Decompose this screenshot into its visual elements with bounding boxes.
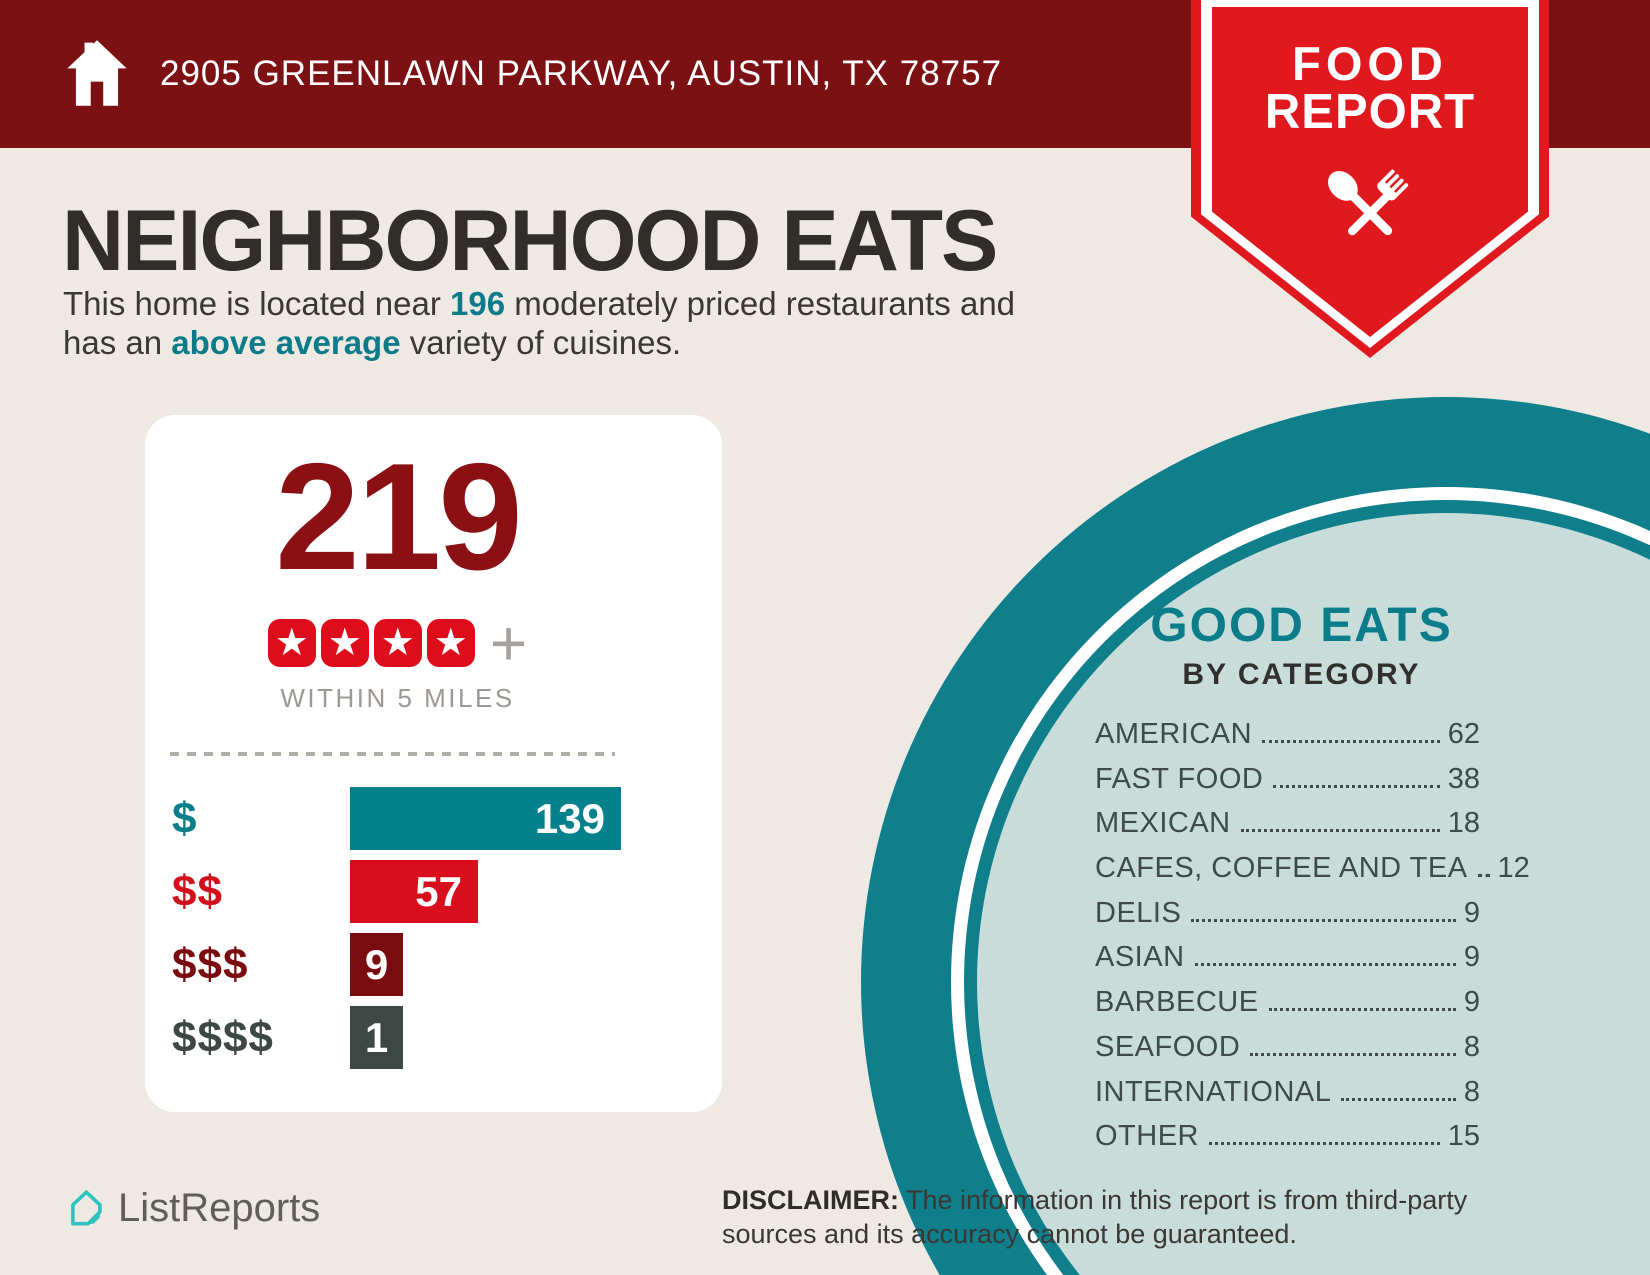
price-bar-value: 1 — [364, 1013, 389, 1061]
plus-icon: + — [489, 607, 528, 679]
dotted-leader — [1273, 784, 1440, 788]
category-value: 8 — [1463, 1030, 1480, 1063]
good-eats-title: GOOD EATS — [1150, 599, 1453, 652]
dotted-leader — [1268, 1008, 1456, 1012]
price-bar: 57 — [350, 860, 478, 923]
disclaimer-label: DISCLAIMER: — [722, 1185, 899, 1215]
category-label: SEAFOOD — [1095, 1030, 1241, 1063]
page-title: NEIGHBORHOOD EATS — [62, 193, 998, 289]
intro-highlight: above average — [171, 324, 401, 361]
category-row: FAST FOOD 38 — [1095, 763, 1480, 808]
price-bar-row: $139 — [145, 787, 650, 850]
category-value: 9 — [1463, 986, 1480, 1019]
ribbon-title-line1: FOOD — [1292, 37, 1448, 90]
price-level-label: $ — [172, 793, 198, 843]
category-value: 9 — [1463, 941, 1480, 974]
spoon-fork-icon — [1328, 170, 1409, 236]
price-level-chart: $139 $$ 57 $$$ 9 $$$$ 1 — [145, 787, 650, 1069]
dotted-leader — [1209, 1142, 1440, 1146]
category-label: FAST FOOD — [1095, 762, 1264, 795]
good-eats-panel: GOOD EATS BY CATEGORY AMERICAN 62 FAST FOO… — [1095, 598, 1530, 1165]
dashed-divider — [170, 752, 615, 756]
disclaimer-text: The information in this report is from t… — [722, 1185, 1468, 1249]
listreports-wordmark: ListReports — [118, 1186, 321, 1230]
category-list: AMERICAN 62 FAST FOOD 38 MEXICAN 18 CAFES, COF… — [1095, 718, 1530, 1165]
category-value: 15 — [1447, 1120, 1480, 1153]
price-bar-row: $$$ 9 — [145, 933, 650, 996]
category-row: INTERNATIONAL 8 — [1095, 1076, 1480, 1121]
category-label: MEXICAN — [1095, 807, 1231, 840]
price-bar-value: 139 — [534, 794, 605, 842]
good-eats-circle — [861, 397, 1650, 1275]
dotted-leader — [1477, 874, 1490, 878]
category-label: INTERNATIONAL — [1095, 1075, 1332, 1108]
intro-text: This home is located near 196 moderately… — [63, 284, 1015, 362]
restaurant-summary-card: 219 ★ ★ ★ ★ + WITHIN 5 MILES $139 $$ 57 $$$ 9 $$$… — [145, 415, 722, 1112]
dotted-leader — [1194, 963, 1456, 967]
food-report-badge: FOOD REPORT — [1191, 0, 1549, 358]
category-row: CAFES, COFFEE AND TEA 12 — [1095, 852, 1530, 897]
property-address: 2905 GREENLAWN PARKWAY, AUSTIN, TX 78757 — [160, 54, 1003, 93]
category-row: OTHER 15 — [1095, 1120, 1480, 1165]
radius-label: WITHIN 5 MILES — [280, 683, 515, 713]
star-icon: ★ — [426, 619, 475, 667]
star-rating: ★ ★ ★ ★ + — [145, 607, 650, 679]
intro-segment: variety of cuisines. — [400, 324, 682, 361]
star-icon: ★ — [373, 619, 422, 667]
category-value: 18 — [1447, 807, 1480, 840]
category-value: 9 — [1463, 896, 1480, 929]
price-bar: 139 — [350, 787, 621, 850]
dotted-leader — [1250, 1052, 1456, 1056]
price-bar-row: $$$$ 1 — [145, 1006, 650, 1069]
category-label: AMERICAN — [1095, 718, 1253, 750]
category-label: OTHER — [1095, 1120, 1199, 1153]
intro-highlight: 196 — [450, 285, 506, 322]
price-bar-row: $$ 57 — [145, 860, 650, 923]
category-value: 38 — [1447, 762, 1480, 795]
disclaimer: DISCLAIMER: The information in this repo… — [722, 1183, 1512, 1251]
category-value: 12 — [1497, 852, 1530, 885]
price-bar: 1 — [350, 1006, 403, 1069]
dotted-leader — [1240, 829, 1440, 833]
category-row: DELIS 9 — [1095, 897, 1480, 942]
category-row: BARBECUE 9 — [1095, 986, 1480, 1031]
ribbon-title-line2: REPORT — [1264, 85, 1476, 139]
price-bar-value: 57 — [415, 867, 462, 915]
listreports-logo-icon — [71, 1190, 102, 1226]
price-level-label: $$$$ — [172, 1012, 274, 1062]
category-row: SEAFOOD 8 — [1095, 1031, 1480, 1076]
price-level-label: $$ — [172, 866, 223, 916]
category-value: 8 — [1463, 1075, 1480, 1108]
intro-segment: This home is located near — [63, 285, 451, 322]
intro-segment: has an — [63, 324, 172, 361]
intro-segment: moderately priced restaurants and — [505, 285, 1016, 322]
category-label: DELIS — [1095, 896, 1182, 929]
home-icon — [67, 40, 127, 106]
price-bar-value: 9 — [364, 940, 389, 988]
dotted-leader — [1191, 918, 1456, 922]
dotted-leader — [1262, 740, 1440, 743]
price-bar: 9 — [350, 933, 403, 996]
price-level-label: $$$ — [172, 939, 249, 989]
restaurant-count: 219 — [275, 432, 523, 602]
good-eats-subtitle: BY CATEGORY — [1182, 658, 1421, 691]
category-label: BARBECUE — [1095, 986, 1259, 1019]
category-row: ASIAN 9 — [1095, 941, 1480, 986]
star-icon: ★ — [320, 619, 369, 667]
category-label: ASIAN — [1095, 941, 1185, 974]
category-label: CAFES, COFFEE AND TEA — [1095, 852, 1468, 885]
dotted-leader — [1341, 1097, 1456, 1101]
category-row: AMERICAN 62 — [1095, 718, 1480, 763]
category-row: MEXICAN 18 — [1095, 807, 1480, 852]
category-value: 62 — [1447, 718, 1480, 750]
star-icon: ★ — [267, 619, 316, 667]
